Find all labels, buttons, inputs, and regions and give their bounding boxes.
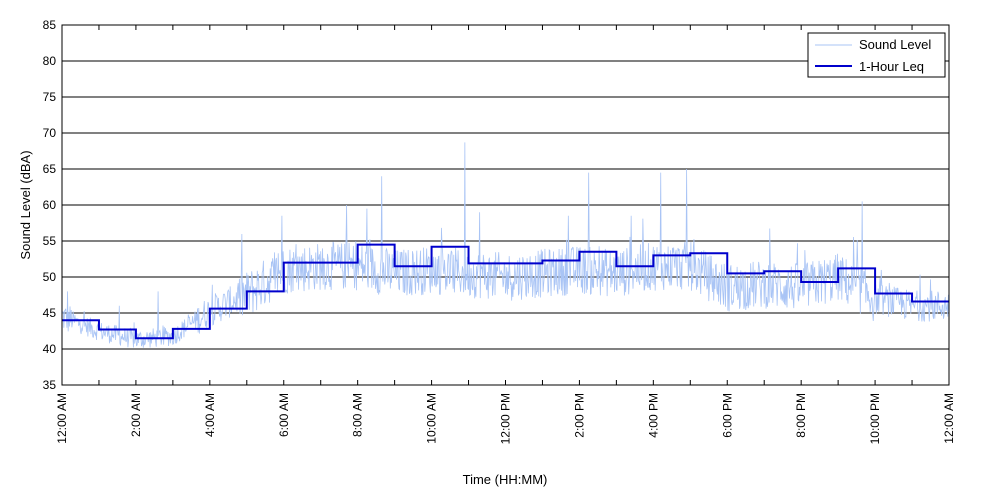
x-axis-label: Time (HH:MM) [463, 472, 548, 487]
plot-frame [61, 24, 950, 386]
x-tick-label: 2:00 PM [572, 393, 586, 438]
legend: Sound Level 1-Hour Leq [807, 32, 946, 78]
y-tick-label: 60 [43, 198, 57, 212]
y-tick-labels: 35 40 45 50 55 60 65 70 75 80 85 [43, 18, 57, 392]
x-tick-label: 6:00 AM [277, 393, 291, 437]
y-tick-label: 75 [43, 90, 57, 104]
x-tick-label: 12:00 AM [942, 393, 956, 444]
y-tick-label: 85 [43, 18, 57, 32]
y-tick-label: 65 [43, 162, 57, 176]
x-tick-label: 8:00 PM [794, 393, 808, 438]
x-tick-label: 4:00 PM [646, 393, 660, 438]
legend-label-leq: 1-Hour Leq [859, 59, 924, 74]
x-tick-label: 12:00 PM [499, 393, 513, 444]
x-tick-label: 2:00 AM [129, 393, 143, 437]
legend-box [807, 32, 946, 78]
x-tick-label: 8:00 AM [351, 393, 365, 437]
x-tick-label: 12:00 AM [55, 393, 69, 444]
y-tick-label: 35 [43, 378, 57, 392]
x-tick-marks [61, 25, 950, 385]
x-tick-label: 10:00 PM [868, 393, 882, 444]
leq-series [62, 243, 949, 340]
leq-step-line [62, 243, 949, 340]
x-tick-labels: 12:00 AM 2:00 AM 4:00 AM 6:00 AM 8:00 AM 10:0… [55, 393, 956, 444]
y-tick-label: 40 [43, 342, 57, 356]
x-tick-label: 10:00 AM [425, 393, 439, 444]
y-tick-label: 70 [43, 126, 57, 140]
y-tick-label: 50 [43, 270, 57, 284]
x-tick-label: 4:00 AM [203, 393, 217, 437]
x-tick-label: 6:00 PM [720, 393, 734, 438]
y-axis-label: Sound Level (dBA) [18, 150, 33, 259]
y-tick-label: 80 [43, 54, 57, 68]
y-tick-label: 55 [43, 234, 57, 248]
y-tick-label: 45 [43, 306, 57, 320]
legend-label-sound-level: Sound Level [859, 37, 931, 52]
